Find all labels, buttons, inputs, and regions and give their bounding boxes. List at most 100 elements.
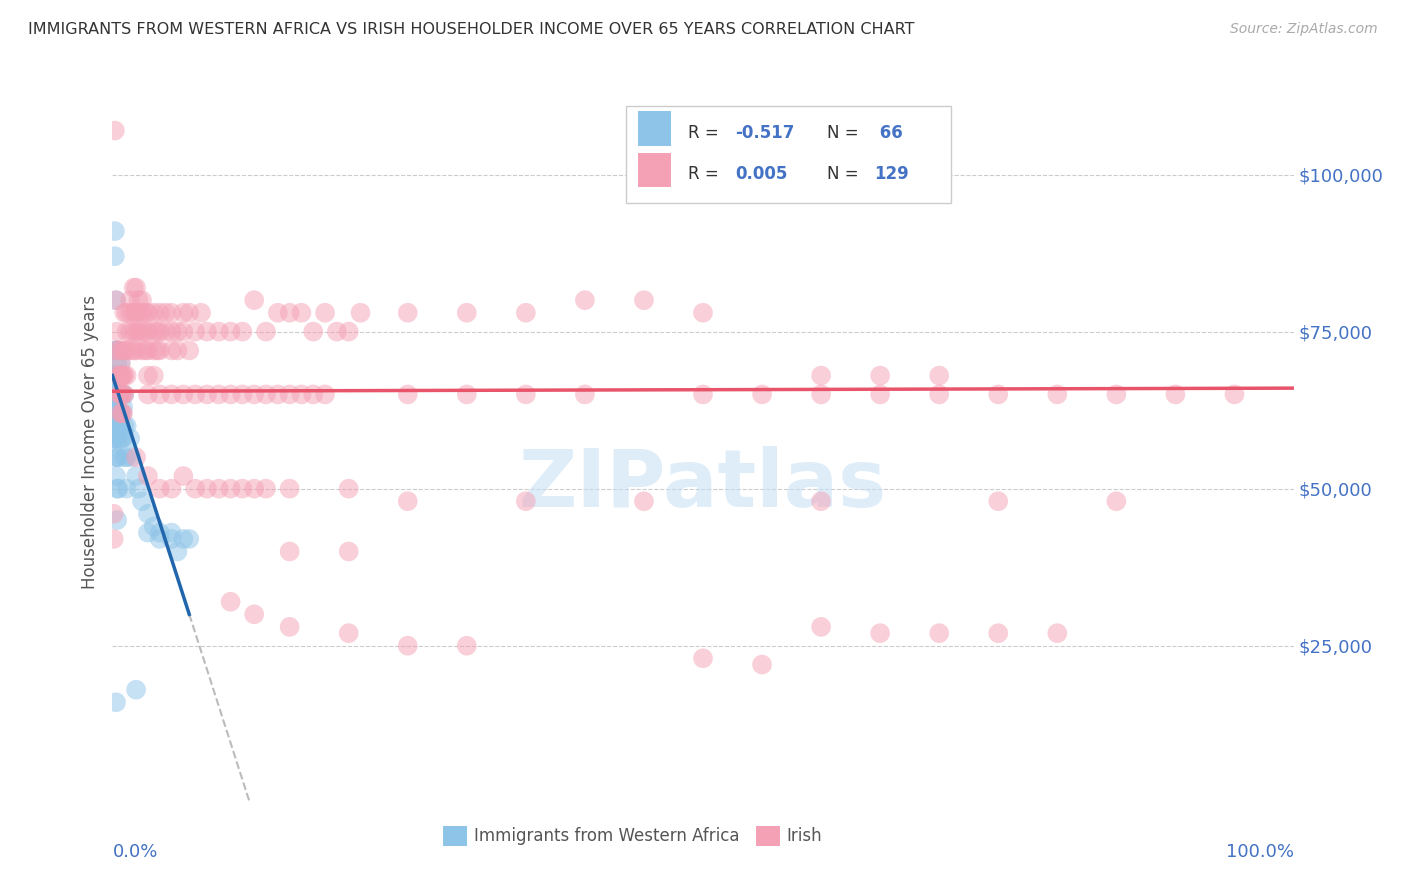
Point xyxy=(103,532,125,546)
Point xyxy=(751,657,773,672)
Point xyxy=(166,343,188,358)
Point xyxy=(278,620,301,634)
Point xyxy=(103,400,125,414)
Point xyxy=(633,293,655,308)
Point xyxy=(219,595,242,609)
Point xyxy=(396,639,419,653)
Point xyxy=(456,639,478,653)
Point xyxy=(160,325,183,339)
Point xyxy=(115,343,138,358)
Bar xyxy=(443,826,467,847)
Point xyxy=(195,325,218,339)
Point xyxy=(751,387,773,401)
Point xyxy=(172,469,194,483)
Point xyxy=(125,306,148,320)
Point xyxy=(131,325,153,339)
Point xyxy=(112,400,135,414)
Point xyxy=(107,368,129,383)
Point xyxy=(337,544,360,558)
Point xyxy=(337,325,360,339)
Point xyxy=(166,325,188,339)
Point xyxy=(928,626,950,640)
Point xyxy=(219,482,242,496)
Point xyxy=(149,387,172,401)
Point xyxy=(125,325,148,339)
Point xyxy=(337,482,360,496)
Point xyxy=(105,482,128,496)
Point xyxy=(184,325,207,339)
Point xyxy=(149,525,172,540)
Point xyxy=(692,651,714,665)
Text: Immigrants from Western Africa: Immigrants from Western Africa xyxy=(474,827,740,845)
Point xyxy=(1046,626,1069,640)
Point xyxy=(105,387,128,401)
Point xyxy=(115,482,138,496)
Point xyxy=(127,325,149,339)
Point xyxy=(103,431,125,445)
Text: R =: R = xyxy=(688,124,724,142)
Point xyxy=(111,368,134,383)
Point xyxy=(987,626,1010,640)
Point xyxy=(125,343,148,358)
Point xyxy=(254,325,277,339)
Point xyxy=(105,343,128,358)
Point xyxy=(107,387,129,401)
Point xyxy=(105,356,128,370)
Point xyxy=(149,482,172,496)
Point xyxy=(104,387,127,401)
Point xyxy=(810,494,832,508)
Point xyxy=(396,387,419,401)
Point xyxy=(179,306,201,320)
Point xyxy=(243,482,266,496)
Point xyxy=(120,343,142,358)
Point xyxy=(104,123,127,137)
Point xyxy=(111,387,134,401)
Point xyxy=(125,469,148,483)
Text: 66: 66 xyxy=(875,124,903,142)
Point xyxy=(105,387,128,401)
Point xyxy=(107,482,129,496)
Point xyxy=(111,406,134,420)
Point xyxy=(337,626,360,640)
Point xyxy=(278,544,301,558)
Point xyxy=(278,387,301,401)
Point xyxy=(104,393,127,408)
Point xyxy=(136,343,159,358)
Point xyxy=(120,431,142,445)
Point xyxy=(115,306,138,320)
Point xyxy=(254,387,277,401)
Point xyxy=(810,368,832,383)
Point xyxy=(267,306,290,320)
Point xyxy=(136,325,159,339)
Point xyxy=(278,482,301,496)
Point xyxy=(111,431,134,445)
Point xyxy=(146,325,169,339)
Point xyxy=(195,482,218,496)
Point xyxy=(314,306,336,320)
Point xyxy=(105,293,128,308)
Point xyxy=(149,306,172,320)
Point xyxy=(131,343,153,358)
Point xyxy=(146,343,169,358)
Point xyxy=(456,387,478,401)
Point xyxy=(103,507,125,521)
Point xyxy=(135,325,157,339)
Bar xyxy=(638,153,671,187)
Point xyxy=(110,431,132,445)
Point xyxy=(136,525,159,540)
Point xyxy=(105,412,128,426)
Point xyxy=(1164,387,1187,401)
Point xyxy=(869,387,891,401)
Text: 100.0%: 100.0% xyxy=(1226,843,1294,861)
Point xyxy=(172,387,194,401)
Point xyxy=(104,343,127,358)
Point xyxy=(105,418,128,433)
Point xyxy=(155,325,177,339)
Point xyxy=(515,494,537,508)
Point xyxy=(110,356,132,370)
Point xyxy=(105,469,128,483)
Point xyxy=(103,375,125,389)
Point xyxy=(456,306,478,320)
Point xyxy=(105,431,128,445)
Point xyxy=(160,525,183,540)
